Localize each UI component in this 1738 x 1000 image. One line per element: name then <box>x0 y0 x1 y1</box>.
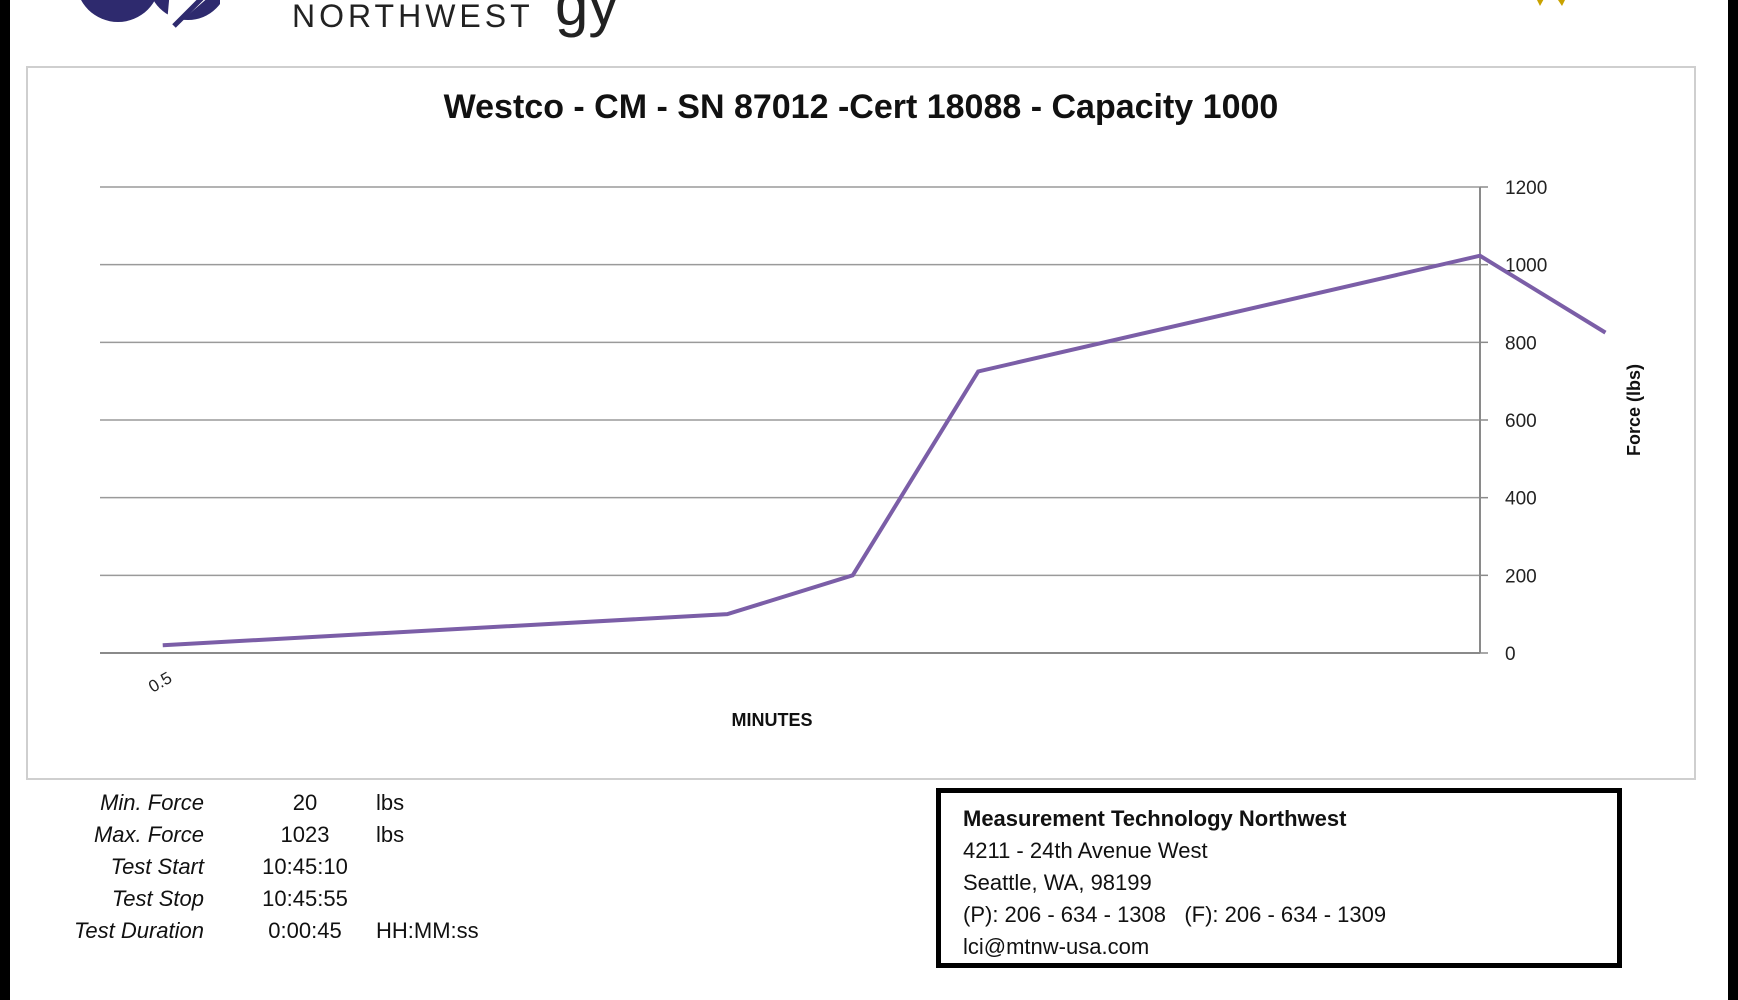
stat-value: 10:45:55 <box>262 886 348 911</box>
stat-label: Max. Force <box>93 822 204 847</box>
brand-partial-text: gy <box>555 0 619 38</box>
y-tick-label: 0 <box>1505 644 1516 665</box>
y-tick-label: 200 <box>1505 566 1537 587</box>
company-address-box: Measurement Technology Northwest 4211 - … <box>936 788 1622 968</box>
y-tick-label: 1200 <box>1505 178 1547 199</box>
y-tick-label: 1000 <box>1505 256 1547 277</box>
stat-value: 20 <box>292 790 318 815</box>
stat-value: 0:00:45 <box>268 918 342 943</box>
line-chart: 0 200 400 600 800 1000 1200 0.5 MINUTES Force (lb… <box>100 178 1644 730</box>
chart-title: Westco - CM - SN 87012 -Cert 18088 - Cap… <box>443 88 1279 126</box>
brand-subline: NORTHWEST <box>292 0 534 34</box>
y-tick-label: 600 <box>1505 411 1537 432</box>
stat-label: Min. Force <box>100 790 204 815</box>
company-logo-icon <box>81 0 220 34</box>
stat-unit: HH:MM:ss <box>376 918 479 943</box>
y-tick-label: 400 <box>1505 489 1537 510</box>
series-line <box>162 253 1607 648</box>
address-street: 4211 - 24th Avenue West <box>963 838 1208 863</box>
stat-label: Test Duration <box>73 918 204 943</box>
chart-container: Westco - CM - SN 87012 -Cert 18088 - Cap… <box>26 66 1696 780</box>
x-tick-label: 0.5 <box>145 668 175 696</box>
stat-value: 10:45:10 <box>262 854 348 879</box>
address-email: lci@mtnw-usa.com <box>963 934 1150 959</box>
stat-unit: lbs <box>376 790 405 815</box>
stat-label: Test Start <box>110 854 204 879</box>
stat-label: Test Stop <box>111 886 204 911</box>
y-tick-label: 800 <box>1505 333 1537 354</box>
stat-value: 1023 <box>280 822 330 847</box>
y-axis-title: Force (lbs) <box>1624 364 1644 456</box>
x-axis-title: MINUTES <box>732 710 813 730</box>
stat-unit: lbs <box>376 822 405 847</box>
address-city: Seattle, WA, 98199 <box>963 870 1152 895</box>
company-name: Measurement Technology Northwest <box>963 806 1347 831</box>
certification-seal-icon <box>1517 0 1584 6</box>
address-phones: (P): 206 - 634 - 1308 (F): 206 - 634 - 1… <box>963 902 1387 927</box>
